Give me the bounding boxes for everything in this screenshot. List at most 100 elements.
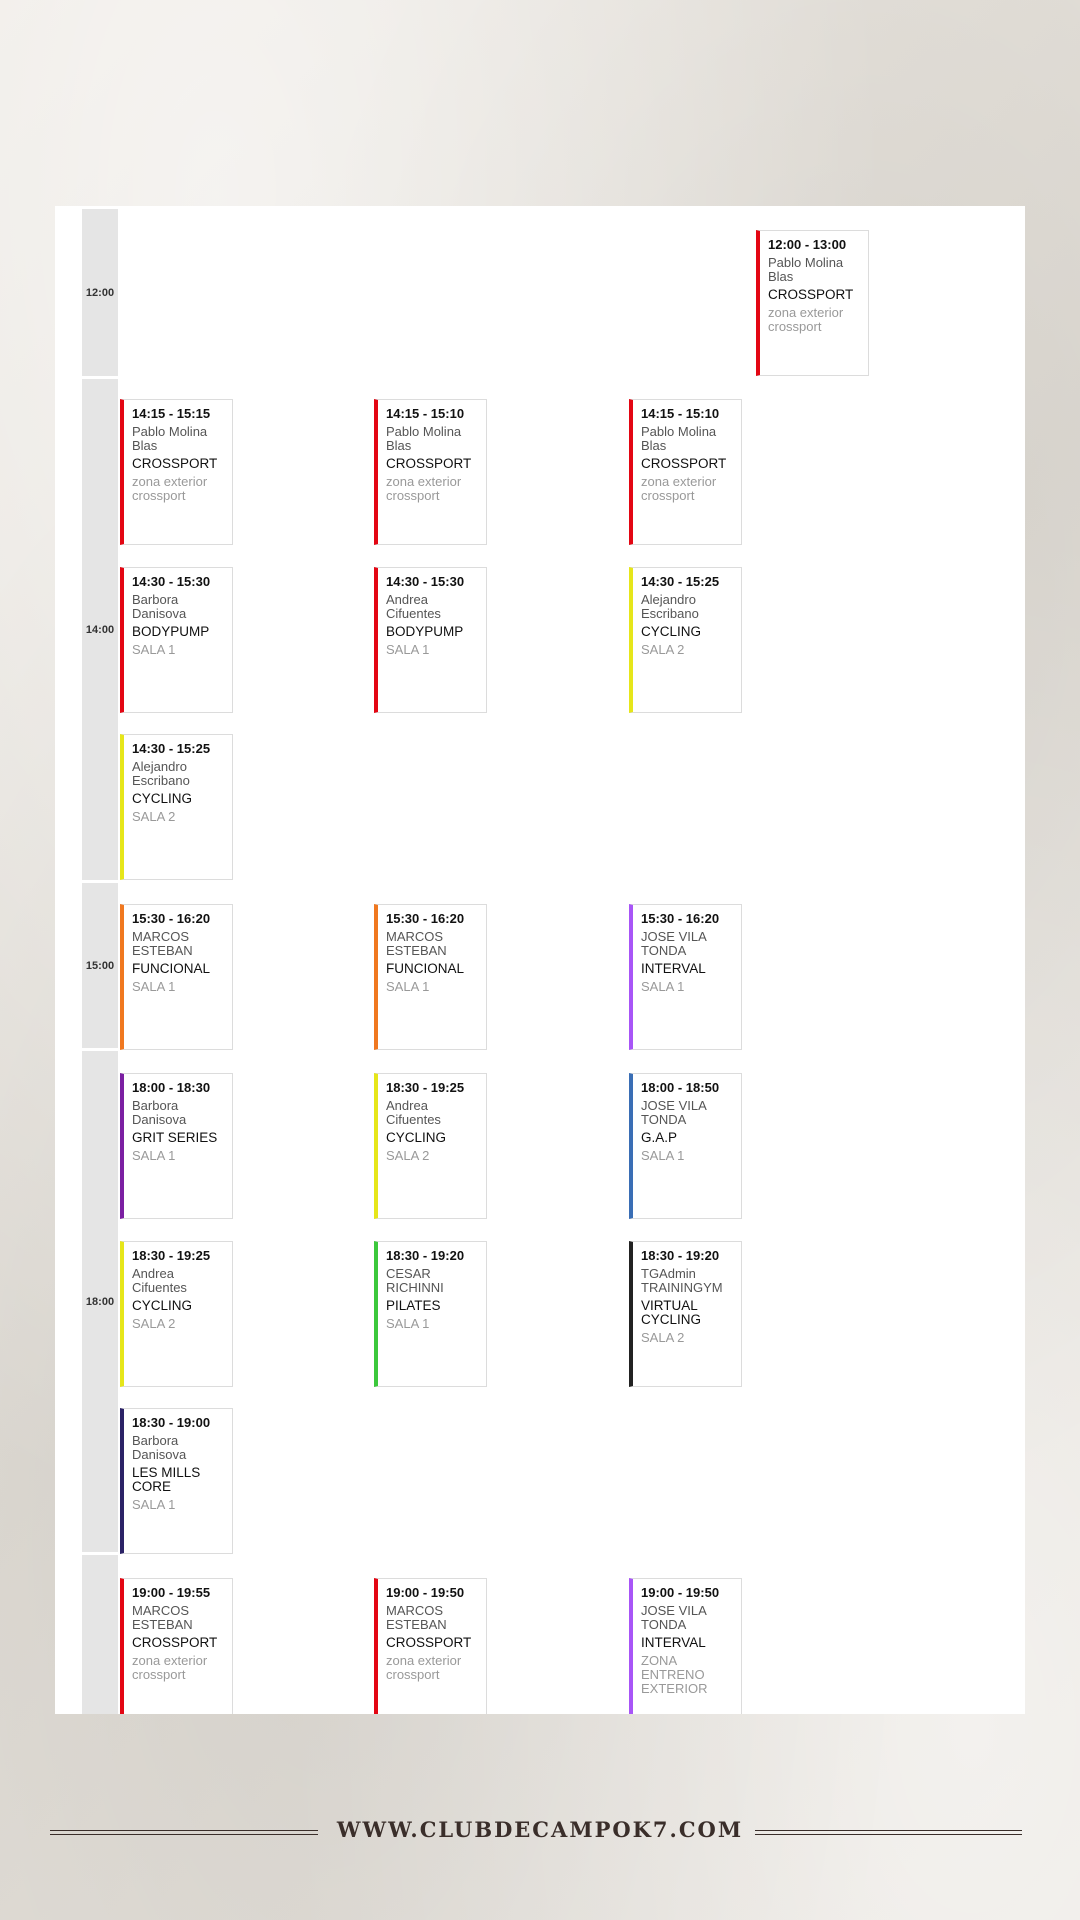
class-time: 18:30 - 19:20	[641, 1248, 720, 1263]
instructor-name: Pablo Molina Blas	[386, 424, 462, 453]
room-name: SALA 1	[641, 1148, 685, 1163]
hour-label: 15:00	[85, 959, 115, 972]
room-name: SALA 1	[132, 1148, 176, 1163]
instructor-name: Alejandro Escribano	[132, 759, 190, 788]
class-card[interactable]: 15:30 - 16:20 JOSE VILA TONDA INTERVAL SALA…	[629, 904, 742, 1050]
room-name: zona exterior crossport	[132, 1653, 208, 1682]
class-name: PILATES	[386, 1298, 441, 1313]
class-card[interactable]: 14:30 - 15:25 Alejandro Escribano CYCLING S…	[120, 734, 233, 880]
class-card[interactable]: 18:30 - 19:25 Andrea Cifuentes CYCLING SALA…	[374, 1073, 487, 1219]
class-card[interactable]: 14:30 - 15:25 Alejandro Escribano CYCLING S…	[629, 567, 742, 713]
hour-block: 15:00	[82, 883, 118, 1048]
instructor-name: Andrea Cifuentes	[386, 592, 441, 621]
class-name: INTERVAL	[641, 961, 706, 976]
room-name: zona exterior crossport	[386, 474, 462, 503]
class-time: 14:30 - 15:25	[641, 574, 720, 589]
class-name: FUNCIONAL	[386, 961, 465, 976]
class-name: BODYPUMP	[132, 624, 210, 639]
room-name: SALA 2	[132, 809, 176, 824]
class-card[interactable]: 14:30 - 15:30 Andrea Cifuentes BODYPUMP SAL…	[374, 567, 487, 713]
class-card[interactable]: 19:00 - 19:50 JOSE VILA TONDA INTERVAL ZONA…	[629, 1578, 742, 1714]
class-name: VIRTUAL CYCLING	[641, 1298, 702, 1327]
class-time: 18:30 - 19:00	[132, 1415, 211, 1430]
hour-block: 18:00	[82, 1051, 118, 1552]
class-time: 14:15 - 15:15	[132, 406, 211, 421]
hour-block: 12:00	[82, 209, 118, 376]
room-name: SALA 1	[386, 979, 430, 994]
website-link[interactable]: WWW.CLUBDECAMPOK7.COM	[336, 1817, 744, 1842]
class-card[interactable]: 18:30 - 19:20 CESAR RICHINNI PILATES SALA 1	[374, 1241, 487, 1387]
footer-rule-left	[50, 1830, 318, 1835]
hour-label: 14:00	[85, 623, 115, 636]
instructor-name: JOSE VILA TONDA	[641, 1098, 707, 1127]
class-name: CROSSPORT	[386, 1635, 472, 1650]
class-card[interactable]: 18:00 - 18:30 Barbora Danisova GRIT SERIES…	[120, 1073, 233, 1219]
class-time: 12:00 - 13:00	[768, 237, 847, 252]
class-card[interactable]: 18:00 - 18:50 JOSE VILA TONDA G.A.P SALA 1	[629, 1073, 742, 1219]
class-card[interactable]: 15:30 - 16:20 MARCOS ESTEBAN FUNCIONAL SALA…	[120, 904, 233, 1050]
class-name: G.A.P	[641, 1130, 678, 1145]
class-name: INTERVAL	[641, 1635, 706, 1650]
room-name: SALA 2	[641, 1330, 685, 1345]
class-card[interactable]: 15:30 - 16:20 MARCOS ESTEBAN FUNCIONAL SALA…	[374, 904, 487, 1050]
room-name: zona exterior crossport	[768, 305, 844, 334]
class-name: FUNCIONAL	[132, 961, 211, 976]
class-card[interactable]: 19:00 - 19:55 MARCOS ESTEBAN CROSSPORT zona…	[120, 1578, 233, 1714]
class-name: GRIT SERIES	[132, 1130, 218, 1145]
class-name: CROSSPORT	[132, 1635, 218, 1650]
room-name: SALA 2	[132, 1316, 176, 1331]
class-name: BODYPUMP	[386, 624, 464, 639]
instructor-name: Andrea Cifuentes	[132, 1266, 187, 1295]
class-time: 19:00 - 19:50	[641, 1585, 720, 1600]
class-time: 18:30 - 19:25	[386, 1080, 465, 1095]
class-time: 14:15 - 15:10	[386, 406, 465, 421]
room-name: SALA 1	[132, 1497, 176, 1512]
class-card[interactable]: 18:30 - 19:20 TGAdmin TRAININGYM VIRTUAL C…	[629, 1241, 742, 1387]
instructor-name: JOSE VILA TONDA	[641, 929, 707, 958]
class-time: 14:30 - 15:30	[386, 574, 465, 589]
instructor-name: JOSE VILA TONDA	[641, 1603, 707, 1632]
instructor-name: CESAR RICHINNI	[386, 1266, 444, 1295]
class-time: 19:00 - 19:50	[386, 1585, 465, 1600]
room-name: zona exterior crossport	[641, 474, 717, 503]
room-name: SALA 1	[386, 1316, 430, 1331]
instructor-name: MARCOS ESTEBAN	[386, 1603, 447, 1632]
room-name: ZONA ENTRENO EXTERIOR	[641, 1653, 708, 1696]
class-card[interactable]: 14:30 - 15:30 Barbora Danisova BODYPUMP SAL…	[120, 567, 233, 713]
instructor-name: Alejandro Escribano	[641, 592, 699, 621]
room-name: zona exterior crossport	[132, 474, 208, 503]
room-name: SALA 1	[132, 642, 176, 657]
instructor-name: TGAdmin TRAININGYM	[641, 1266, 723, 1295]
instructor-name: MARCOS ESTEBAN	[132, 1603, 193, 1632]
class-name: CROSSPORT	[386, 456, 472, 471]
class-card[interactable]: 19:00 - 19:50 MARCOS ESTEBAN CROSSPORT zona…	[374, 1578, 487, 1714]
class-card[interactable]: 14:15 - 15:10 Pablo Molina Blas CROSSPORT z…	[374, 399, 487, 545]
class-time: 18:30 - 19:25	[132, 1248, 211, 1263]
room-name: zona exterior crossport	[386, 1653, 462, 1682]
hour-label: 18:00	[85, 1295, 115, 1308]
class-card[interactable]: 12:00 - 13:00 Pablo Molina Blas CROSSPORT z…	[756, 230, 869, 376]
class-name: CYCLING	[132, 1298, 193, 1313]
class-card[interactable]: 18:30 - 19:00 Barbora Danisova LES MILLS C…	[120, 1408, 233, 1554]
instructor-name: Pablo Molina Blas	[641, 424, 717, 453]
class-time: 14:30 - 15:25	[132, 741, 211, 756]
class-name: CROSSPORT	[132, 456, 218, 471]
class-name: LES MILLS CORE	[132, 1465, 201, 1494]
class-time: 15:30 - 16:20	[132, 911, 211, 926]
class-time: 18:00 - 18:50	[641, 1080, 720, 1095]
room-name: SALA 2	[641, 642, 685, 657]
instructor-name: Pablo Molina Blas	[132, 424, 208, 453]
instructor-name: Barbora Danisova	[132, 1098, 187, 1127]
class-time: 18:30 - 19:20	[386, 1248, 465, 1263]
class-name: CYCLING	[386, 1130, 447, 1145]
instructor-name: MARCOS ESTEBAN	[132, 929, 193, 958]
class-card[interactable]: 18:30 - 19:25 Andrea Cifuentes CYCLING SALA…	[120, 1241, 233, 1387]
room-name: SALA 1	[132, 979, 176, 994]
class-time: 15:30 - 16:20	[386, 911, 465, 926]
class-time: 15:30 - 16:20	[641, 911, 720, 926]
class-card[interactable]: 14:15 - 15:10 Pablo Molina Blas CROSSPORT z…	[629, 399, 742, 545]
class-card[interactable]: 14:15 - 15:15 Pablo Molina Blas CROSSPORT z…	[120, 399, 233, 545]
schedule-panel: 12:00 14:00 15:00 18:00 12:00 - 13:00 Pab…	[55, 206, 1025, 1714]
hour-label: 12:00	[85, 286, 115, 299]
footer-rule-right	[755, 1830, 1022, 1835]
